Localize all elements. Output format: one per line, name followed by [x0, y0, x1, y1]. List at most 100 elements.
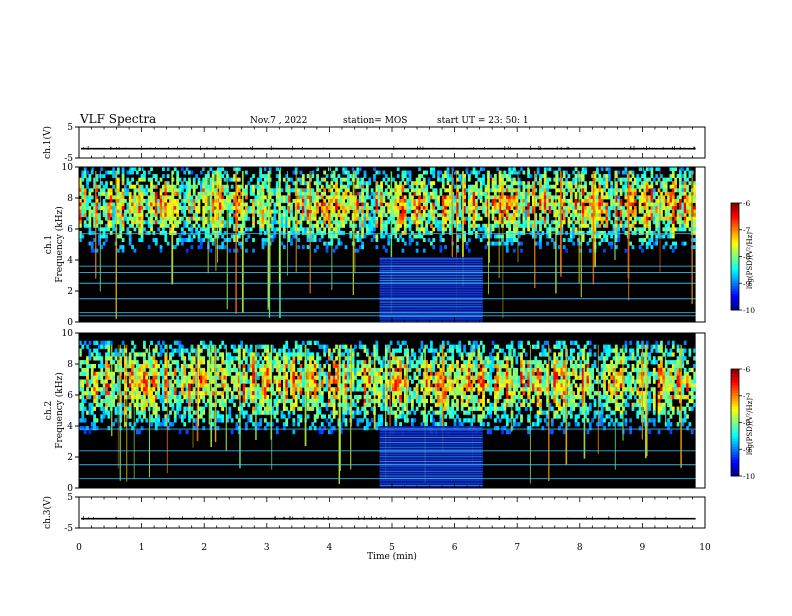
spectrogram-cell: [209, 199, 212, 203]
spectrogram-cell: [311, 234, 314, 238]
spectrogram-cell: [513, 188, 516, 192]
spectrogram-cell: [492, 224, 495, 228]
spectrogram-cell: [603, 217, 606, 221]
spectrogram-cell: [236, 395, 239, 399]
spectrogram-cell: [171, 387, 174, 391]
spectrogram-cell: [522, 220, 525, 224]
spectrogram-cell: [290, 213, 293, 217]
spectrogram-cell: [425, 185, 428, 189]
spectrogram-cell: [129, 403, 132, 407]
spectrogram-cell: [366, 192, 369, 196]
spectrogram-cell: [356, 167, 359, 171]
spectrogram-cell: [598, 185, 601, 189]
spectrogram-cell: [416, 192, 419, 196]
spectrogram-cell: [371, 227, 374, 231]
spectrogram-cell: [345, 206, 348, 210]
spectrogram-cell: [86, 364, 89, 368]
spectrogram-cell: [361, 188, 364, 192]
spectrogram-cell: [492, 213, 495, 217]
spectrogram-cell: [539, 217, 542, 221]
spectrogram-cell: [508, 171, 511, 175]
spectrogram-cell: [527, 199, 530, 203]
spectrogram-cell: [402, 249, 405, 253]
spectrogram-cell: [245, 192, 248, 196]
spectrogram-cell: [84, 418, 87, 422]
spectrogram-cell: [200, 356, 203, 360]
spectrogram-cell: [292, 224, 295, 228]
spectrogram-cell: [670, 195, 673, 199]
spectrogram-cell: [153, 210, 156, 214]
spectrogram-cell: [162, 199, 165, 203]
spectrogram-cell: [693, 238, 696, 242]
spectrogram-cell: [641, 217, 644, 221]
spectrogram-cell: [458, 199, 461, 203]
spectrogram-cell: [468, 178, 471, 182]
spectrogram-cell: [338, 192, 341, 196]
spectrogram-cell: [141, 210, 144, 214]
spectrogram-cell: [179, 192, 182, 196]
spectrogram-cell: [603, 188, 606, 192]
spectrogram-cell: [153, 360, 156, 364]
spectrogram-cell: [297, 195, 300, 199]
spectrogram-cell: [620, 224, 623, 228]
spectrogram-cell: [174, 185, 177, 189]
spectrogram-cell: [96, 391, 99, 395]
spectrogram-cell: [162, 220, 165, 224]
spectrogram-cell: [451, 167, 454, 171]
spectrogram-cell: [338, 195, 341, 199]
spectrogram-cell: [328, 188, 331, 192]
spectrogram-cell: [409, 242, 412, 246]
spectrogram-cell: [643, 195, 646, 199]
spectrogram-cell: [88, 220, 91, 224]
spectrogram-cell: [252, 238, 255, 242]
spectrogram-cell: [563, 192, 566, 196]
spectrogram-cell: [231, 203, 234, 207]
spectrogram-cell: [544, 167, 547, 171]
spectrogram-cell: [468, 220, 471, 224]
spectrogram-cell: [209, 217, 212, 221]
spectrogram-cell: [425, 188, 428, 192]
spectrogram-cell: [134, 206, 137, 210]
spectrogram-cell: [527, 174, 530, 178]
spectrogram-cell: [371, 210, 374, 214]
spectrogram-cell: [587, 213, 590, 217]
spectrogram-cell: [551, 185, 554, 189]
spectrogram-cell: [93, 341, 96, 345]
spectrogram-cell: [335, 167, 338, 171]
spectrogram-cell: [103, 188, 106, 192]
spectrogram-cell: [302, 192, 305, 196]
spectrogram-cell: [632, 245, 635, 249]
spectrogram-cell: [482, 206, 485, 210]
spectrogram-cell: [98, 376, 101, 380]
spectrogram-cell: [221, 380, 224, 384]
spectrogram-cell: [107, 192, 110, 196]
spectrogram-cell: [264, 242, 267, 246]
spectrogram-cell: [86, 387, 89, 391]
spectrogram-cell: [112, 380, 115, 384]
spectrogram-cell: [643, 220, 646, 224]
spectrogram-cell: [155, 422, 158, 426]
spectrogram-cell: [359, 178, 362, 182]
spectrogram-cell: [634, 199, 637, 203]
spectrogram-cell: [164, 206, 167, 210]
spectrogram-cell: [238, 234, 241, 238]
spectrogram-cell: [288, 231, 291, 235]
spectrogram-cell: [345, 195, 348, 199]
spectrogram-cell: [335, 234, 338, 238]
spectrogram-cell: [670, 213, 673, 217]
spectrogram-cell: [520, 231, 523, 235]
spectrogram-cell: [264, 238, 267, 242]
spectrogram-cell: [84, 368, 87, 372]
spectrogram-cell: [245, 217, 248, 221]
spectrogram-cell: [643, 188, 646, 192]
spectrogram-cell: [105, 352, 108, 356]
spectrogram-cell: [335, 220, 338, 224]
spectrogram-cell: [247, 368, 250, 372]
spectrogram-cell: [259, 206, 262, 210]
spectrogram-cell: [195, 206, 198, 210]
spectrogram-cell: [297, 210, 300, 214]
spectrogram-cell: [439, 238, 442, 242]
spectrogram-cell: [188, 356, 191, 360]
spectrogram-cell: [413, 199, 416, 203]
spectrogram-cell: [98, 364, 101, 368]
